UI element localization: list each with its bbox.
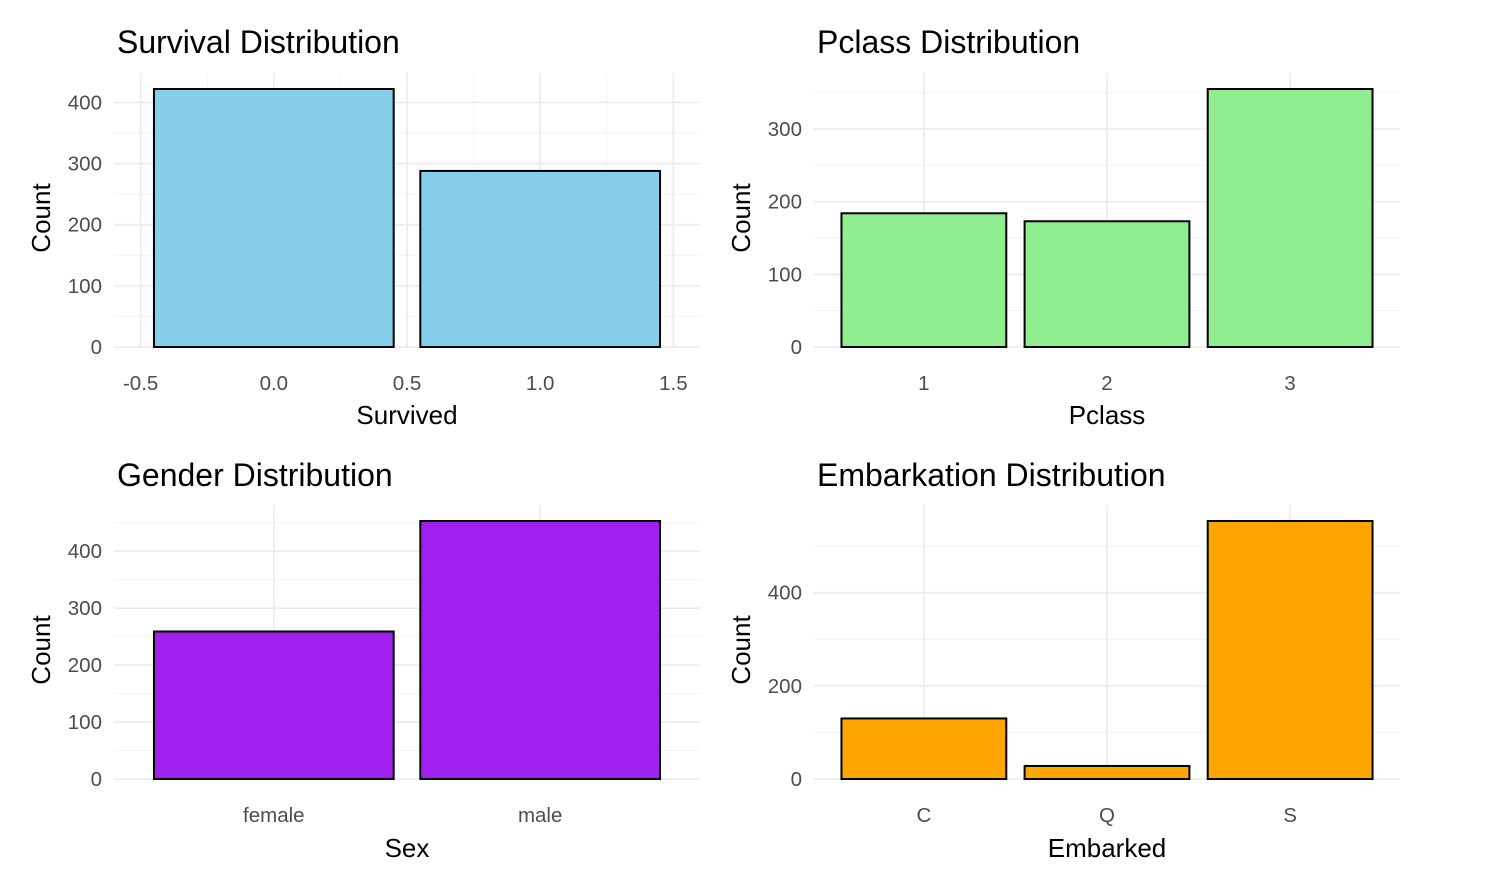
y-tick-label: 200 — [768, 191, 802, 214]
y-tick-label: 400 — [68, 540, 102, 563]
y-tick-label: 400 — [768, 582, 802, 605]
bar — [152, 630, 395, 780]
y-tick-label: 300 — [68, 153, 102, 176]
x-tick-label: female — [243, 804, 305, 827]
y-ticks: 0 100 200 300 — [768, 118, 802, 359]
x-tick-label: S — [1283, 804, 1297, 827]
y-tick-label: 0 — [91, 336, 102, 359]
x-tick-label: 1 — [918, 372, 929, 395]
bars — [152, 88, 662, 348]
panel-survival: Survival Distribution Survived Count 0 10… — [26, 24, 700, 430]
x-ticks: female male — [243, 804, 562, 827]
bar — [1206, 520, 1374, 780]
x-ticks: -0.5 0.0 0.5 1.0 1.5 — [123, 372, 688, 395]
panel-pclass: Pclass Distribution Pclass Count 0 100 200… — [726, 24, 1400, 430]
y-tick-label: 400 — [68, 91, 102, 114]
y-tick-label: 0 — [91, 768, 102, 791]
y-tick-label: 100 — [68, 275, 102, 298]
chart-title: Pclass Distribution — [817, 24, 1080, 60]
x-tick-label: 0.0 — [260, 372, 289, 395]
x-tick-label: male — [518, 804, 562, 827]
y-tick-label: 200 — [768, 675, 802, 698]
bar — [1206, 88, 1374, 348]
bars — [152, 520, 662, 780]
y-tick-label: 0 — [791, 336, 802, 359]
y-axis-title: Count — [26, 183, 56, 253]
x-ticks: 1 2 3 — [918, 372, 1296, 395]
y-tick-label: 100 — [768, 263, 802, 286]
x-tick-label: 1.0 — [526, 372, 555, 395]
y-ticks: 0 100 200 300 400 — [68, 540, 102, 791]
x-axis-title: Survived — [356, 400, 457, 430]
chart-title: Survival Distribution — [117, 24, 400, 60]
y-tick-label: 300 — [68, 597, 102, 620]
x-tick-label: -0.5 — [123, 372, 158, 395]
chart-title: Embarkation Distribution — [817, 457, 1166, 493]
x-tick-label: Q — [1099, 804, 1115, 827]
bars — [840, 88, 1374, 348]
y-tick-label: 100 — [68, 711, 102, 734]
y-tick-label: 200 — [68, 654, 102, 677]
y-ticks: 0 200 400 — [768, 582, 802, 791]
x-tick-label: C — [916, 804, 931, 827]
x-axis-title: Pclass — [1069, 400, 1146, 430]
x-tick-label: 1.5 — [659, 372, 688, 395]
x-tick-label: 3 — [1284, 372, 1295, 395]
y-axis-title: Count — [726, 183, 756, 253]
panel-embarkation: Embarkation Distribution Embarked Count … — [726, 457, 1400, 863]
bar — [1023, 220, 1191, 348]
x-tick-label: 0.5 — [393, 372, 422, 395]
y-axis-title: Count — [726, 615, 756, 685]
x-tick-label: 2 — [1101, 372, 1112, 395]
x-axis-title: Embarked — [1048, 833, 1167, 863]
chart-title: Gender Distribution — [117, 457, 393, 493]
x-axis-title: Sex — [385, 833, 430, 863]
bar — [152, 88, 395, 348]
y-tick-label: 300 — [768, 118, 802, 141]
bar — [840, 212, 1008, 348]
y-ticks: 0 100 200 300 400 — [68, 91, 102, 359]
bars — [840, 520, 1374, 781]
panel-gender: Gender Distribution Sex Count 0 100 200 300… — [26, 457, 700, 863]
bar — [419, 169, 662, 348]
bar — [840, 717, 1008, 781]
y-axis-title: Count — [26, 615, 56, 685]
bar — [419, 520, 662, 780]
bar — [1023, 764, 1191, 780]
y-tick-label: 200 — [68, 214, 102, 237]
y-tick-label: 0 — [791, 768, 802, 791]
